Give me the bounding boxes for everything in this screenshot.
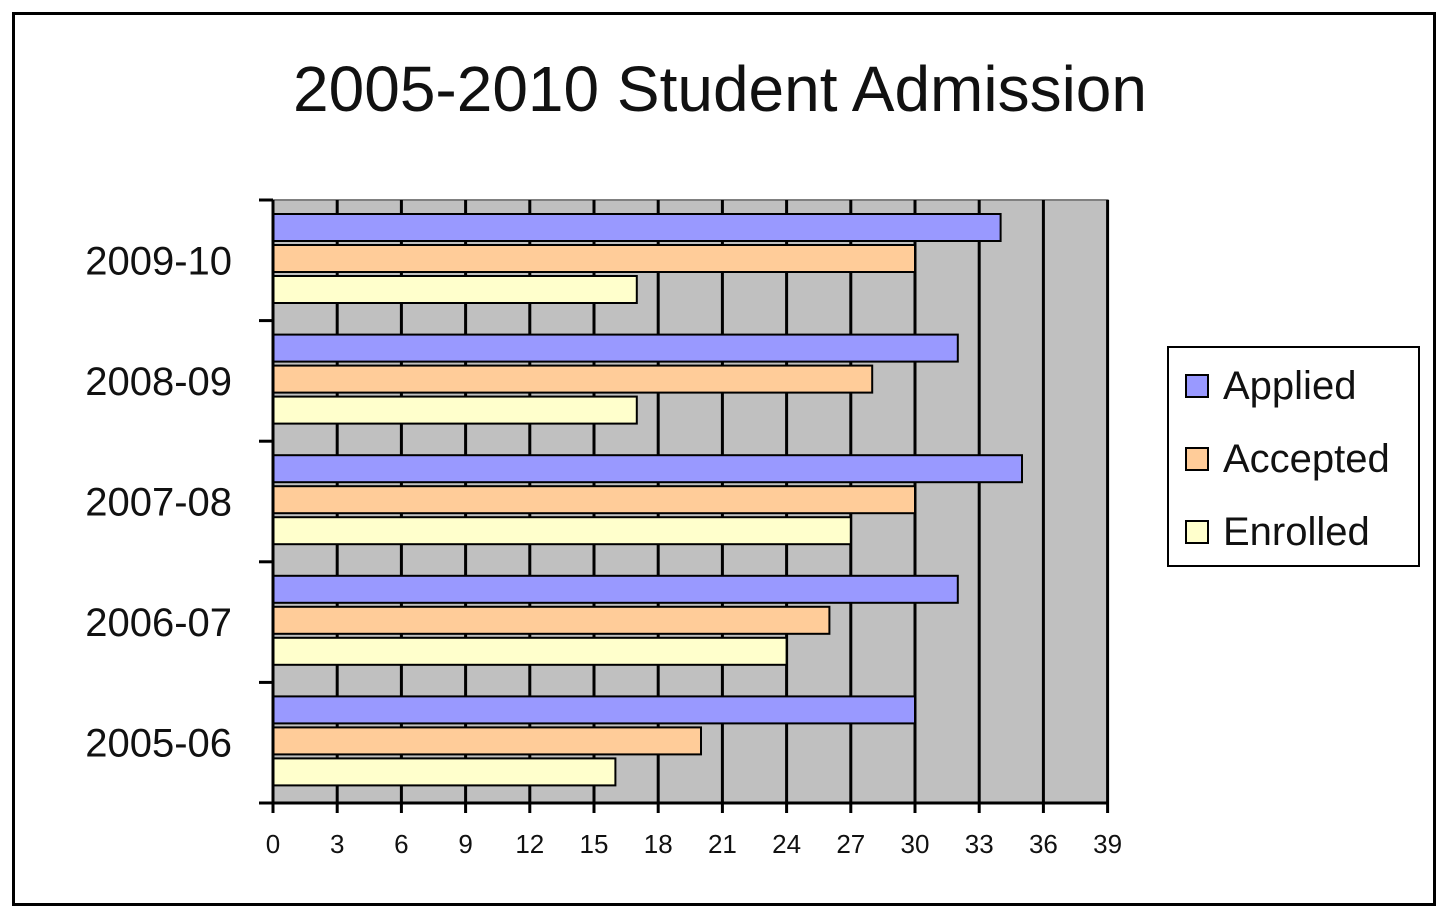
legend-swatch-applied — [1185, 374, 1209, 398]
bar-applied-2008-09 — [272, 333, 959, 363]
bar-applied-2007-08 — [272, 454, 1023, 484]
bar-enrolled-2008-09 — [272, 395, 638, 425]
legend-item-enrolled: Enrolled — [1185, 510, 1370, 554]
legend-swatch-enrolled — [1185, 520, 1209, 544]
chart-title: 2005-2010 Student Admission — [293, 53, 1147, 125]
y-tick-label-2009-10: 2009-10 — [85, 239, 232, 283]
bar-enrolled-2007-08 — [272, 516, 852, 546]
bar-enrolled-2005-06 — [272, 757, 617, 787]
x-tick-label-9: 9 — [458, 829, 472, 859]
bar-applied-2005-06 — [272, 695, 916, 725]
x-tick-label-12: 12 — [515, 829, 544, 859]
x-tick-label-3: 3 — [330, 829, 344, 859]
x-tick-label-33: 33 — [965, 829, 994, 859]
bar-accepted-2006-07 — [272, 605, 831, 635]
legend-label-applied: Applied — [1223, 363, 1357, 408]
y-tick-label-2006-07: 2006-07 — [85, 601, 232, 645]
x-tick-label-36: 36 — [1029, 829, 1058, 859]
bar-accepted-2009-10 — [272, 244, 916, 273]
y-tick-label-2007-08: 2007-08 — [85, 481, 232, 525]
y-tick-label-2005-06: 2005-06 — [85, 722, 232, 766]
bar-enrolled-2006-07 — [272, 636, 788, 666]
bar-accepted-2007-08 — [272, 485, 916, 515]
x-tick-label-15: 15 — [580, 829, 609, 859]
legend-label-accepted: Accepted — [1223, 436, 1390, 481]
x-tick-label-27: 27 — [836, 829, 865, 859]
x-tick-label-18: 18 — [644, 829, 673, 859]
legend-item-applied: Applied — [1185, 364, 1356, 408]
chart-legend: Applied Accepted Enrolled — [1167, 346, 1420, 567]
x-tick-label-30: 30 — [901, 829, 930, 859]
x-tick-label-6: 6 — [394, 829, 408, 859]
legend-swatch-accepted — [1185, 447, 1209, 471]
legend-item-accepted: Accepted — [1185, 437, 1390, 481]
bar-applied-2006-07 — [272, 574, 959, 604]
x-tick-label-24: 24 — [772, 829, 801, 859]
bar-accepted-2005-06 — [272, 726, 702, 756]
x-tick-label-21: 21 — [708, 829, 737, 859]
y-tick-label-2008-09: 2008-09 — [85, 360, 232, 404]
legend-label-enrolled: Enrolled — [1223, 509, 1370, 554]
bar-accepted-2008-09 — [272, 364, 874, 394]
x-tick-label-0: 0 — [266, 829, 280, 859]
bar-applied-2009-10 — [272, 213, 1002, 242]
bar-enrolled-2009-10 — [272, 275, 638, 304]
x-tick-label-39: 39 — [1093, 829, 1122, 859]
